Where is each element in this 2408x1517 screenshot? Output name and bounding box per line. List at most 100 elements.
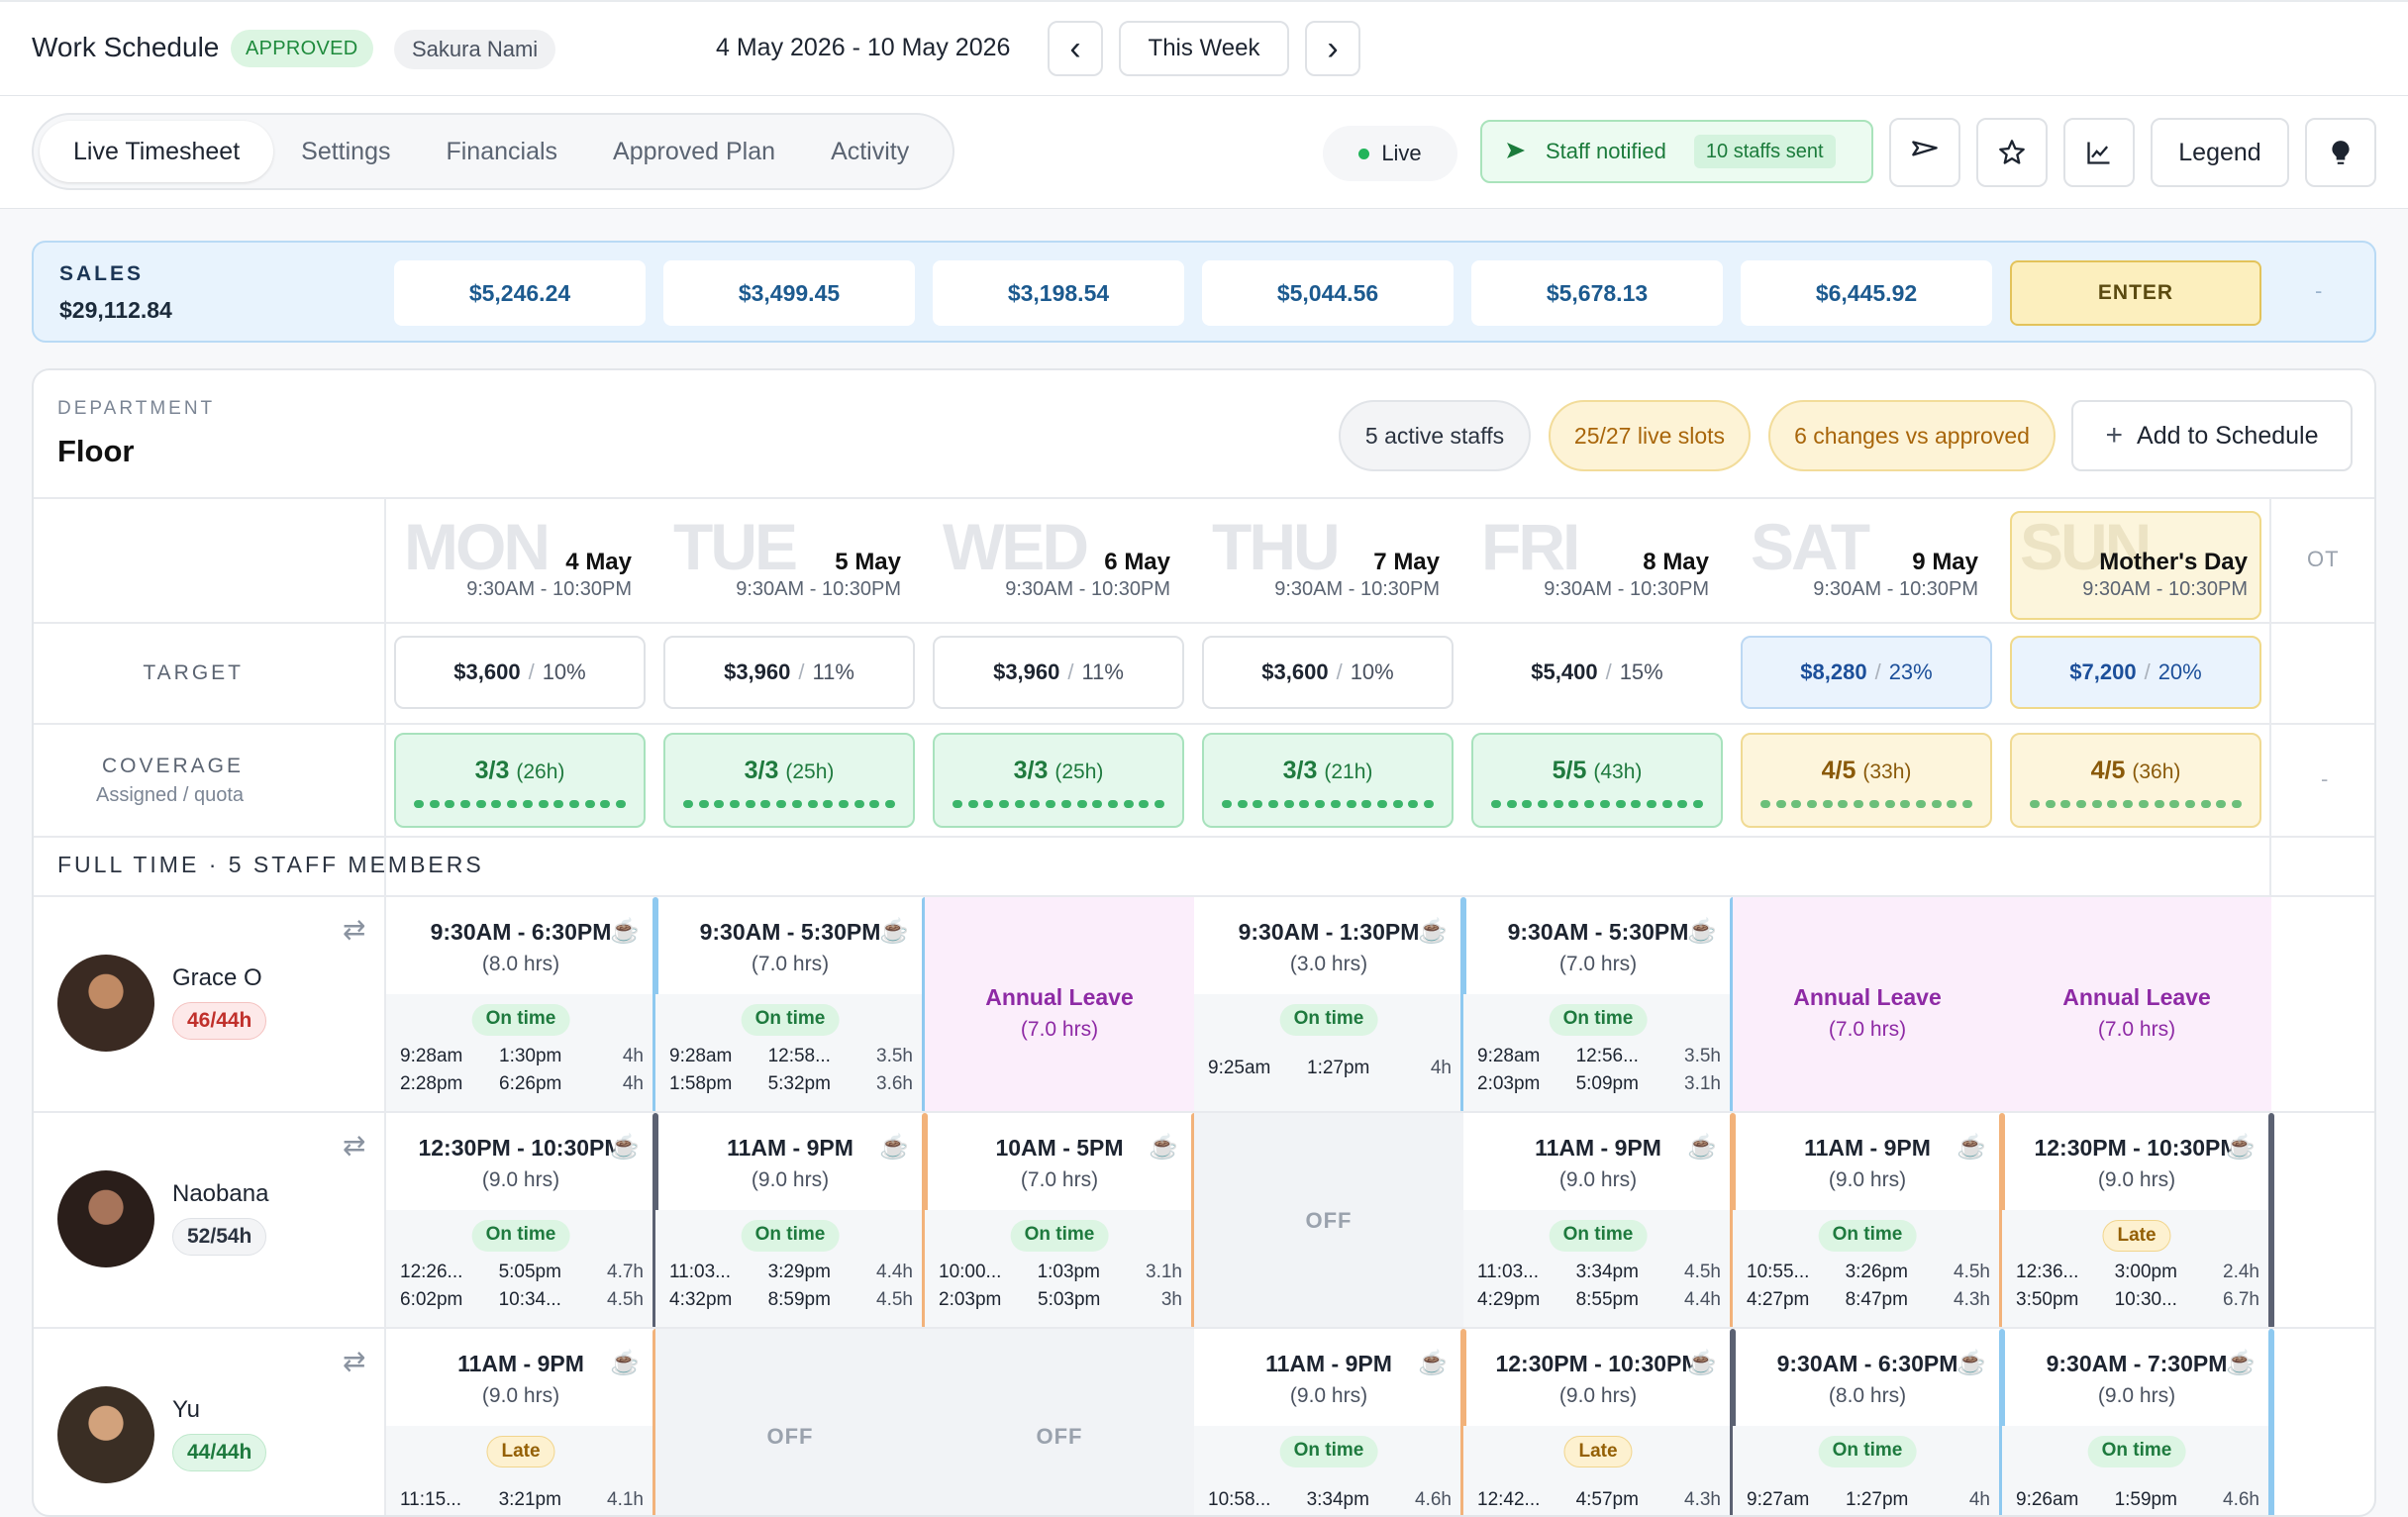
coverage-dot <box>1222 800 1232 808</box>
shift-cell[interactable]: 11AM - 9PM (9.0 hrs) ☕ On time 10:58... … <box>1194 1329 1466 1515</box>
coverage-dots <box>1222 800 1434 808</box>
coverage-fri[interactable]: 5/5 (43h) <box>1471 733 1723 828</box>
send-button[interactable] <box>1889 118 1960 187</box>
sales-thu[interactable]: $5,044.56 <box>1202 260 1454 326</box>
tab-settings[interactable]: Settings <box>301 138 391 165</box>
coverage-hours: (25h) <box>785 760 835 783</box>
user-chip[interactable]: Sakura Nami <box>394 30 556 69</box>
coverage-wed[interactable]: 3/3 (25h) <box>933 733 1184 828</box>
break-cup-icon: ☕ <box>2226 1134 2256 1161</box>
punch-row: 4:29pm 8:55pm 4.4h <box>1477 1289 1721 1311</box>
legend-button[interactable]: Legend <box>2151 118 2289 187</box>
coverage-dot <box>1915 800 1926 808</box>
off-cell[interactable]: OFF <box>925 1329 1194 1515</box>
target-fri[interactable]: $5,400 / 15% <box>1471 636 1723 709</box>
tab-approved-plan[interactable]: Approved Plan <box>613 138 776 165</box>
coverage-thu[interactable]: 3/3 (21h) <box>1202 733 1454 828</box>
sales-enter-button[interactable]: ENTER <box>2010 260 2261 326</box>
punch-duration: 4.6h <box>2223 1489 2259 1510</box>
target-mon[interactable]: $3,600 / 10% <box>394 636 646 709</box>
shift-cell[interactable]: 9:30AM - 5:30PM (7.0 hrs) ☕ On time 9:28… <box>655 897 928 1113</box>
coverage-ot: - <box>2321 766 2329 791</box>
punch-row: 2:03pm 5:03pm 3h <box>939 1289 1182 1311</box>
this-week-button[interactable]: This Week <box>1119 21 1289 76</box>
sales-fri[interactable]: $5,678.13 <box>1471 260 1723 326</box>
coverage-dot <box>2138 800 2149 808</box>
shift-cell[interactable]: 9:30AM - 6:30PM (8.0 hrs) ☕ On time 9:27… <box>1733 1329 2005 1515</box>
shift-cell[interactable]: 9:30AM - 1:30PM (3.0 hrs) ☕ On time 9:25… <box>1194 897 1466 1113</box>
coverage-dot <box>776 800 787 808</box>
favorite-button[interactable] <box>1976 118 2048 187</box>
coverage-mon[interactable]: 3/3 (26h) <box>394 733 646 828</box>
coverage-dots <box>683 800 895 808</box>
coverage-dot <box>584 800 595 808</box>
staff-name[interactable]: Grace O <box>172 964 262 991</box>
day-header-tue: TUE 5 May 9:30AM - 10:30PM <box>655 499 925 622</box>
punch-area: On time 10:58... 3:34pm 4.6h <box>1194 1426 1463 1515</box>
shift-cell[interactable]: 11AM - 9PM (9.0 hrs) ☕ On time 11:03... … <box>655 1113 928 1329</box>
shift-hours: (8.0 hrs) <box>481 953 560 975</box>
target-tue[interactable]: $3,960 / 11% <box>663 636 915 709</box>
shift-time: 9:30AM - 7:30PM <box>2046 1351 2228 1376</box>
tab-financials[interactable]: Financials <box>446 138 558 165</box>
target-sat[interactable]: $8,280 / 23% <box>1741 636 1992 709</box>
status-badge: On time <box>741 1220 840 1252</box>
shift-cell[interactable]: 12:30PM - 10:30PM (9.0 hrs) ☕ Late 12:36… <box>2002 1113 2274 1329</box>
shift-cell[interactable]: 11AM - 9PM (9.0 hrs) ☕ Late 11:15... 3:2… <box>386 1329 658 1515</box>
day-date: Mother's Day <box>2099 549 2248 575</box>
off-cell[interactable]: OFF <box>655 1329 925 1515</box>
avatar[interactable] <box>57 1170 154 1267</box>
shift-cell[interactable]: 11AM - 9PM (9.0 hrs) ☕ On time 10:55... … <box>1733 1113 2005 1329</box>
shift-cell[interactable]: 9:30AM - 7:30PM (9.0 hrs) ☕ On time 9:26… <box>2002 1329 2274 1515</box>
clock-out: 10:34... <box>498 1289 561 1310</box>
staff-notified-banner[interactable]: Staff notified 10 staffs sent <box>1480 120 1873 183</box>
target-sun[interactable]: $7,200 /20% <box>2010 636 2261 709</box>
prev-week-button[interactable]: ‹ <box>1048 21 1103 76</box>
coverage-count: 3/3 <box>744 757 779 784</box>
staff-name[interactable]: Yu <box>172 1396 201 1423</box>
avatar[interactable] <box>57 955 154 1052</box>
tab-activity[interactable]: Activity <box>831 138 910 165</box>
shift-cell[interactable]: 9:30AM - 5:30PM (7.0 hrs) ☕ On time 9:28… <box>1463 897 1736 1113</box>
holiday-highlight <box>2010 511 2261 620</box>
coverage-count: 3/3 <box>474 757 510 784</box>
avatar[interactable] <box>57 1386 154 1483</box>
next-week-button[interactable]: › <box>1305 21 1360 76</box>
tips-button[interactable] <box>2305 118 2376 187</box>
target-wed[interactable]: $3,960 / 11% <box>933 636 1184 709</box>
approved-badge: APPROVED <box>231 30 373 67</box>
tab-live-timesheet[interactable]: Live Timesheet <box>40 121 274 182</box>
shift-cell[interactable]: 12:30PM - 10:30PM (9.0 hrs) ☕ On time 12… <box>386 1113 658 1329</box>
punch-row: 10:58... 3:34pm 4.6h <box>1208 1489 1452 1511</box>
staff-name[interactable]: Naobana <box>172 1180 269 1207</box>
target-thu[interactable]: $3,600 / 10% <box>1202 636 1454 709</box>
coverage-dot <box>760 800 771 808</box>
sales-wed[interactable]: $3,198.54 <box>933 260 1184 326</box>
changes-chip[interactable]: 6 changes vs approved <box>1768 400 2056 471</box>
leave-cell[interactable]: Annual Leave (7.0 hrs) <box>1733 897 2002 1113</box>
target-amount: $3,960 <box>724 659 791 684</box>
shift-cell[interactable]: 11AM - 9PM (9.0 hrs) ☕ On time 11:03... … <box>1463 1113 1736 1329</box>
off-cell[interactable]: OFF <box>1194 1113 1463 1329</box>
shift-cell[interactable]: 12:30PM - 10:30PM (9.0 hrs) ☕ Late 12:42… <box>1463 1329 1736 1515</box>
add-to-schedule-button[interactable]: + Add to Schedule <box>2071 400 2353 471</box>
coverage-sat[interactable]: 4/5 (33h) <box>1741 733 1992 828</box>
swap-icon[interactable]: ⇄ <box>343 1130 366 1161</box>
coverage-tue[interactable]: 3/3 (25h) <box>663 733 915 828</box>
swap-icon[interactable]: ⇄ <box>343 914 366 945</box>
shift-cell[interactable]: 10AM - 5PM (7.0 hrs) ☕ On time 10:00... … <box>925 1113 1197 1329</box>
shift-time: 11AM - 9PM <box>1535 1135 1661 1161</box>
sales-tue[interactable]: $3,499.45 <box>663 260 915 326</box>
chart-button[interactable] <box>2063 118 2135 187</box>
coverage-dot <box>507 800 518 808</box>
leave-cell[interactable]: Annual Leave (7.0 hrs) <box>2002 897 2271 1113</box>
shift-cell[interactable]: 9:30AM - 6:30PM (8.0 hrs) ☕ On time 9:28… <box>386 897 658 1113</box>
leave-cell[interactable]: Annual Leave (7.0 hrs) <box>925 897 1194 1113</box>
swap-icon[interactable]: ⇄ <box>343 1346 366 1376</box>
sales-sat[interactable]: $6,445.92 <box>1741 260 1992 326</box>
target-pct: 23% <box>1888 659 1933 684</box>
shift-time: 11AM - 9PM <box>1804 1135 1931 1161</box>
coverage-dot <box>445 800 455 808</box>
sales-mon[interactable]: $5,246.24 <box>394 260 646 326</box>
coverage-sun[interactable]: 4/5 (36h) <box>2010 733 2261 828</box>
